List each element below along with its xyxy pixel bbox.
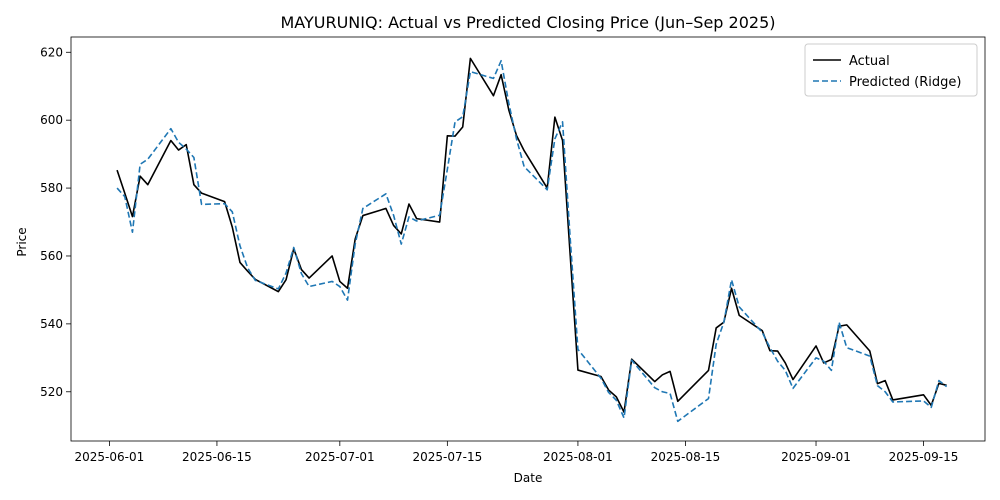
y-tick-label: 620	[40, 45, 63, 59]
axes-frame	[70, 36, 986, 442]
legend-label-predicted: Predicted (Ridge)	[849, 75, 961, 90]
chart-title: MAYURUNIQ: Actual vs Predicted Closing P…	[280, 13, 775, 32]
plot-area: 2025-06-01 2025-06-15 2025-07-01 2025-07-15…	[40, 36, 986, 464]
y-tick-label: 600	[40, 113, 63, 127]
y-tick-label: 540	[40, 317, 63, 331]
legend-label-actual: Actual	[849, 54, 890, 69]
y-tick-label: 560	[40, 249, 63, 263]
x-tick-label: 2025-06-01	[75, 450, 145, 464]
x-tick-label: 2025-07-15	[412, 450, 482, 464]
legend: Actual Predicted (Ridge)	[804, 43, 978, 97]
y-tick-label: 520	[40, 385, 63, 399]
x-tick-label: 2025-08-15	[651, 450, 721, 464]
x-tick-label: 2025-06-15	[182, 450, 252, 464]
x-tick-label: 2025-09-15	[889, 450, 959, 464]
x-tick-label: 2025-07-01	[305, 450, 375, 464]
y-tick-label: 580	[40, 181, 63, 195]
legend-box	[804, 43, 978, 97]
series-line-predicted	[116, 59, 948, 423]
x-axis-label: Date	[514, 471, 543, 485]
x-tick-label: 2025-08-01	[543, 450, 613, 464]
x-tick-label: 2025-09-01	[781, 450, 851, 464]
y-axis-label: Price	[15, 227, 29, 256]
